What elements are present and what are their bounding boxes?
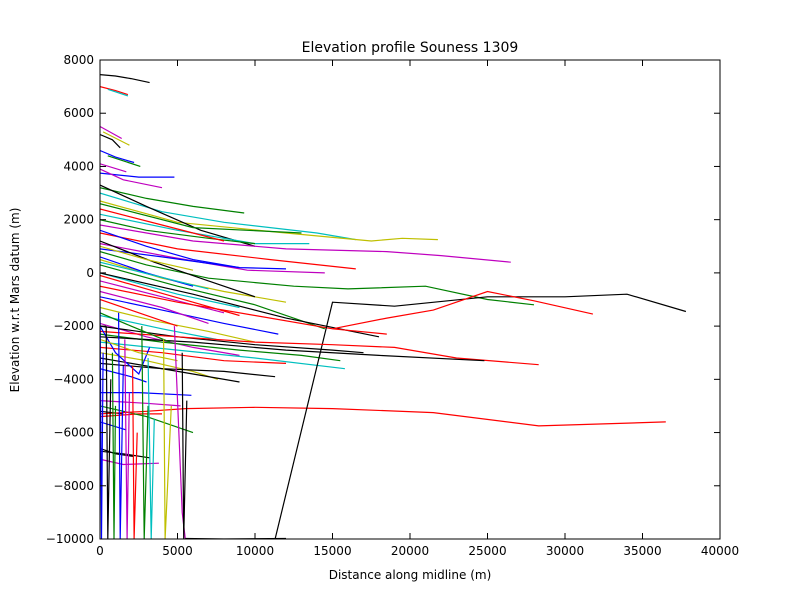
series-line-55: [100, 330, 539, 366]
series-line-58: [100, 219, 256, 245]
series-line-30: [100, 285, 387, 335]
series-line-8: [100, 163, 127, 173]
series-line-5: [102, 131, 130, 146]
series-line-7: [107, 155, 141, 167]
y-tick-label: −8000: [53, 479, 94, 493]
series-line-29: [100, 272, 380, 338]
series-line-63: [100, 298, 178, 327]
series-line-6: [100, 149, 135, 164]
series-line-40: [100, 357, 240, 383]
series-line-4: [100, 133, 121, 149]
series-line-28: [100, 264, 325, 330]
series-line-36: [100, 333, 341, 362]
series-line-10: [100, 168, 163, 189]
series-line-50: [100, 450, 150, 459]
y-tick-label: 0: [86, 266, 94, 280]
series-line-23: [100, 240, 256, 298]
series-line-15: [100, 203, 302, 234]
series-line-42: [100, 368, 147, 383]
series-line-64: [100, 312, 171, 343]
x-tick-label: 35000: [623, 544, 661, 558]
series-line-0: [100, 74, 150, 84]
series-line-18: [100, 232, 356, 270]
series-line-32: [100, 306, 256, 343]
y-tick-label: −6000: [53, 426, 94, 440]
series-line-65: [100, 261, 209, 290]
series-line-73: [141, 326, 149, 539]
series-line-12: [100, 192, 356, 241]
x-tick-label: 0: [96, 544, 104, 558]
series-line-77: [181, 352, 188, 539]
series-line-57: [100, 325, 151, 376]
y-tick-label: 4000: [63, 159, 94, 173]
series-line-74: [147, 357, 155, 539]
x-tick-label: 15000: [313, 544, 351, 558]
series-line-31: [100, 296, 279, 335]
series-line-62: [100, 290, 209, 324]
series-line-54: [332, 290, 594, 330]
series-line-13: [100, 200, 438, 242]
series-line-71: [124, 339, 130, 539]
x-tick-label: 20000: [391, 544, 429, 558]
series-line-39: [100, 352, 218, 380]
series-line-75: [163, 339, 172, 539]
series-line-11: [100, 187, 245, 214]
series-line-38: [100, 346, 287, 364]
series-line-16: [100, 213, 310, 245]
series-line-56: [100, 336, 485, 362]
series-line-70: [118, 312, 124, 539]
series-line-68: [105, 326, 112, 539]
series-line-3: [100, 125, 122, 140]
series-line-60: [100, 229, 240, 269]
y-tick-label: 2000: [63, 213, 94, 227]
series-line-59: [100, 208, 225, 242]
y-tick-label: −2000: [53, 319, 94, 333]
series-line-41: [100, 362, 276, 378]
y-tick-label: 6000: [63, 106, 94, 120]
y-axis-title: Elevation w.r.t Mars datum (m): [8, 208, 22, 393]
y-tick-label: −10000: [46, 532, 94, 546]
series-layer: [100, 74, 687, 539]
series-line-37: [100, 341, 345, 370]
series-line-35: [100, 325, 364, 354]
series-line-72: [132, 365, 138, 539]
series-line-27: [100, 280, 225, 314]
series-line-45: [100, 413, 162, 418]
series-line-53: [274, 293, 687, 539]
series-line-66: [100, 338, 178, 362]
x-tick-label: 30000: [546, 544, 584, 558]
series-line-44: [100, 400, 181, 407]
ticks-layer: 0 5000 10000 15000 20000 25000 30000 35000 40000…: [46, 53, 739, 558]
x-tick-label: 40000: [701, 544, 739, 558]
series-line-14: [100, 184, 256, 247]
series-line-1: [100, 86, 129, 96]
series-line-52: [100, 406, 666, 427]
plot-frame: [99, 59, 721, 540]
chart-title: Elevation profile Souness 1309: [302, 40, 519, 56]
x-tick-label: 5000: [162, 544, 193, 558]
series-line-25: [100, 272, 240, 309]
y-tick-label: 8000: [63, 53, 94, 67]
x-tick-label: 25000: [468, 544, 506, 558]
x-tick-label: 10000: [236, 544, 274, 558]
x-axis-title: Distance along midline (m): [329, 568, 492, 582]
y-tick-label: −4000: [53, 372, 94, 386]
series-line-69: [111, 352, 117, 539]
series-line-33: [100, 314, 217, 340]
series-line-2: [107, 88, 129, 97]
series-line-61: [100, 245, 194, 271]
series-line-17: [100, 224, 511, 263]
